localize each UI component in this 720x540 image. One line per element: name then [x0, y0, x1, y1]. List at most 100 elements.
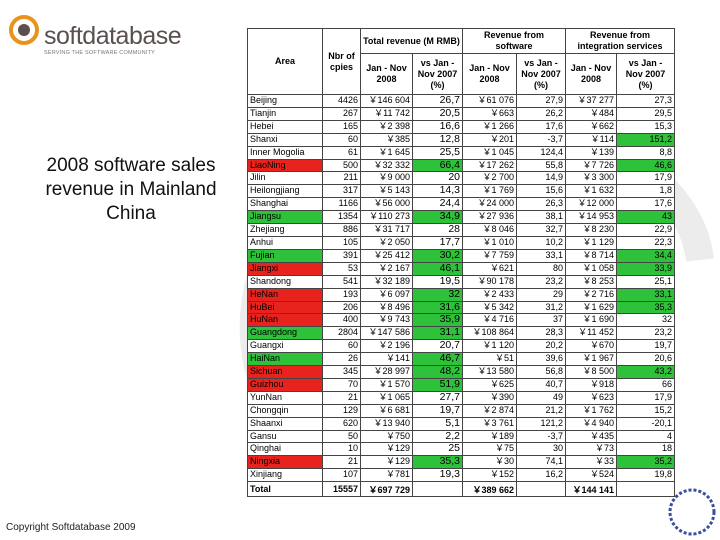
- table-cell: ￥75: [462, 442, 517, 457]
- table-cell: 18: [616, 442, 675, 457]
- table-cell: 5,1: [412, 416, 463, 431]
- table-row: HuBei 206 ￥8 496 31,6 ￥5 342 31,2 ￥1 629 35,3: [247, 300, 675, 315]
- table-cell: 20: [412, 171, 463, 186]
- table-cell: ￥1 266: [462, 119, 517, 134]
- table-cell: 10: [322, 442, 361, 457]
- table-cell: ￥4 940: [565, 416, 617, 431]
- table-cell: 1,8: [616, 184, 675, 199]
- table-cell: 206: [322, 300, 361, 315]
- table-cell: 20,6: [616, 352, 675, 367]
- table-row: Zhejiang 886 ￥31 717 28 ￥8 046 32,7 ￥8 230 22,9: [247, 223, 675, 237]
- table-cell: Guangxi: [247, 339, 323, 354]
- table-cell: ￥389 662: [462, 481, 517, 498]
- table-cell: 19,5: [412, 274, 463, 289]
- table-cell: 23,2: [616, 326, 675, 341]
- table-cell: 33,1: [516, 248, 566, 263]
- table-cell: ￥623: [565, 390, 617, 405]
- table-cell: ￥663: [462, 106, 517, 121]
- table-cell: 886: [322, 223, 361, 237]
- table-cell: 211: [322, 171, 361, 186]
- table-cell: Shandong: [247, 274, 323, 289]
- table-cell: ￥114: [565, 132, 617, 147]
- table-cell: 74,1: [516, 455, 566, 470]
- header-cell: Jan - Nov 2008: [360, 53, 413, 95]
- table-row: Anhui 105 ￥2 050 17,7 ￥1 010 10,2 ￥1 129 22,3: [247, 235, 675, 250]
- table-cell: ￥90 178: [462, 274, 517, 289]
- table-cell: 53: [322, 261, 361, 276]
- table-cell: 17,7: [412, 235, 463, 250]
- header-cell: Jan - Nov 2008: [462, 53, 517, 95]
- table-cell: 50: [322, 429, 361, 444]
- table-cell: ￥1 570: [360, 377, 413, 392]
- table-cell: 10,2: [516, 235, 566, 250]
- table-cell: ￥7 759: [462, 248, 517, 263]
- header-cell: vs Jan - Nov 2007 (%): [412, 53, 463, 95]
- table-cell: 48,2: [412, 365, 463, 379]
- table-cell: 46,7: [412, 352, 463, 367]
- table-cell: 2,2: [412, 429, 463, 444]
- table-cell: 19,7: [412, 403, 463, 418]
- table-cell: YunNan: [247, 390, 323, 405]
- table-cell: ￥4 716: [462, 313, 517, 328]
- table-cell: ￥435: [565, 429, 617, 444]
- table-cell: HaiNan: [247, 352, 323, 367]
- table-row: Hebei 165 ￥2 398 16,6 ￥1 266 17,6 ￥662 15,3: [247, 119, 675, 134]
- table-row: YunNan 21 ￥1 065 27,7 ￥390 49 ￥623 17,9: [247, 390, 675, 405]
- table-cell: 35,3: [616, 300, 675, 315]
- table-cell: Total: [247, 481, 323, 498]
- table-row: Guangxi 60 ￥2 196 20,7 ￥1 120 20,2 ￥670 19,7: [247, 339, 675, 354]
- table-cell: ￥2 433: [462, 287, 517, 302]
- table-cell: ￥9 743: [360, 313, 413, 328]
- table-cell: ￥33: [565, 455, 617, 470]
- table-row: HuNan 400 ￥9 743 35,9 ￥4 716 37 ￥1 690 32: [247, 313, 675, 328]
- table-cell: ￥12 000: [565, 197, 617, 212]
- table-cell: 27,7: [412, 390, 463, 405]
- table-cell: 56,8: [516, 365, 566, 379]
- table-cell: 1166: [322, 197, 361, 212]
- table-row: Shanxi 60 ￥385 12,8 ￥201 -3,7 ￥114 151,2: [247, 132, 675, 147]
- table-cell: ￥51: [462, 352, 517, 367]
- table-cell: Gansu: [247, 429, 323, 444]
- table-cell: Ningxia: [247, 455, 323, 470]
- logo-dot: [18, 24, 30, 36]
- table-cell: ￥750: [360, 429, 413, 444]
- table-row: Jiangsu 1354 ￥110 273 34,9 ￥27 936 38,1 ￥14 95…: [247, 210, 675, 225]
- table-row: Sichuan 345 ￥28 997 48,2 ￥13 580 56,8 ￥8 500 43…: [247, 365, 675, 379]
- table-cell: ￥129: [360, 442, 413, 457]
- revenue-table: Area Nbr of cpies Total revenue (M RMB) …: [247, 28, 675, 498]
- table-cell: Sichuan: [247, 365, 323, 379]
- table-cell: 34,9: [412, 210, 463, 225]
- table-row: Jiangxi 53 ￥2 167 46,1 ￥621 80 ￥1 058 33,9: [247, 261, 675, 276]
- table-cell: 33,9: [616, 261, 675, 276]
- table-cell: 24,4: [412, 197, 463, 212]
- table-cell: 26,7: [412, 94, 463, 108]
- table-cell: 43,2: [616, 365, 675, 379]
- table-cell: ￥14 953: [565, 210, 617, 225]
- table-row: Shanghai 1166 ￥56 000 24,4 ￥24 000 26,3 ￥12 00…: [247, 197, 675, 212]
- table-row: Shandong 541 ￥32 189 19,5 ￥90 178 23,2 ￥8 253 2…: [247, 274, 675, 289]
- table-cell: 26,3: [516, 197, 566, 212]
- table-cell: HeNan: [247, 287, 323, 302]
- table-cell: ￥147 586: [360, 326, 413, 341]
- table-cell: 22,9: [616, 223, 675, 237]
- table-cell: 107: [322, 468, 361, 483]
- table-cell: 21: [322, 390, 361, 405]
- header-cell: Area: [247, 28, 323, 95]
- table-cell: ￥625: [462, 377, 517, 392]
- table-cell: 4: [616, 429, 675, 444]
- table-cell: 26: [322, 352, 361, 367]
- table-cell: 2804: [322, 326, 361, 341]
- table-cell: ￥1 762: [565, 403, 617, 418]
- table-cell: 29,5: [616, 106, 675, 121]
- table-cell: 8,8: [616, 145, 675, 160]
- table-row: HaiNan 26 ￥141 46,7 ￥51 39,6 ￥1 967 20,6: [247, 352, 675, 367]
- table-cell: Beijing: [247, 94, 323, 108]
- table-cell: ￥3 300: [565, 171, 617, 186]
- table-cell: ￥56 000: [360, 197, 413, 212]
- table-cell: ￥1 120: [462, 339, 517, 354]
- table-cell: 16,2: [516, 468, 566, 483]
- table-cell: -3,7: [516, 132, 566, 147]
- table-cell: 317: [322, 184, 361, 199]
- table-cell: ￥8 500: [565, 365, 617, 379]
